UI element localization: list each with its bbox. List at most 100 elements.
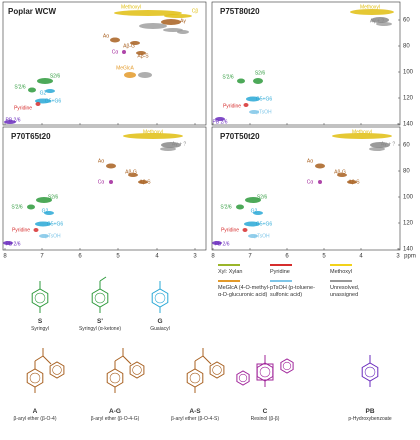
legend-item: pTsOH (p-toluene-sulfonic acid) — [270, 280, 325, 298]
peak-contour — [371, 17, 389, 23]
ring-inner — [52, 365, 62, 375]
peak-contour — [136, 51, 146, 55]
peak-label: Aβ-G — [334, 169, 346, 175]
peak-label: Aα — [307, 158, 313, 164]
peak-label: Pyridine — [12, 227, 30, 233]
ring — [361, 362, 379, 382]
peak-label: Pyridine — [14, 105, 32, 111]
peak-label: pTsOH — [254, 233, 270, 239]
peak-contour — [27, 204, 35, 210]
ring — [280, 358, 294, 374]
peak-contour — [122, 50, 126, 54]
peak-label: Methoxyl — [352, 129, 372, 135]
peak-contour — [124, 72, 136, 78]
peak-label: S'2/6 — [11, 204, 22, 210]
peak-contour — [347, 180, 357, 184]
peak-label: Aγ — [180, 18, 186, 24]
y-tick-label: 100 — [403, 195, 414, 201]
legend-swatch — [330, 280, 352, 282]
legend-label: Methoxyl — [330, 269, 353, 275]
panel-title: Poplar WCW — [8, 7, 56, 16]
structure-name: β-aryl ether (β-O-4-G) — [90, 416, 140, 422]
ring-inner — [94, 292, 106, 304]
peak-label: Cα — [307, 179, 314, 185]
peak-contour — [33, 228, 39, 232]
legend-label: Pyridine — [270, 269, 290, 275]
peak-label: S2/6 — [255, 70, 266, 76]
peak-contour — [35, 102, 41, 106]
structure-name: Resinol (β-β) — [250, 416, 280, 422]
peak-label: PB 2/6 — [5, 241, 20, 247]
peak-label: PB 2/6 — [212, 119, 227, 125]
peak-contour — [245, 197, 261, 203]
bond — [194, 355, 204, 362]
legend-swatch — [330, 264, 352, 266]
peak-contour — [253, 78, 263, 84]
peak-contour — [337, 173, 347, 177]
ring-inner — [34, 292, 46, 304]
ring — [91, 288, 109, 308]
ring — [31, 288, 49, 308]
bond — [34, 355, 44, 362]
unassigned-peak — [369, 147, 385, 151]
bond — [122, 355, 132, 365]
unassigned-peak — [138, 72, 152, 78]
panel-title: P70T50t20 — [220, 132, 260, 141]
ring-inner — [109, 372, 121, 384]
ring — [26, 368, 44, 388]
x-tick-label: 8 — [211, 254, 215, 260]
peak-contour — [44, 211, 54, 215]
ring — [49, 361, 65, 379]
peak-label: Aβ-S — [348, 179, 360, 185]
x-tick-label: 5 — [322, 254, 326, 260]
x-tick-label: 7 — [248, 254, 252, 260]
structure-letter: S — [37, 318, 43, 325]
structure-letter: A-G — [109, 408, 121, 415]
peak-contour — [237, 78, 245, 84]
legend-item: Unresolved, unassigned — [330, 280, 385, 298]
peak-contour — [318, 180, 322, 184]
peak-label: G2 — [40, 90, 47, 96]
x-tick-label: 8 — [3, 254, 7, 260]
peak-label: pTsOH — [45, 233, 61, 239]
peak-contour — [161, 19, 181, 25]
bond — [202, 355, 212, 365]
structure-name: p-Hydroxybenzoate — [348, 416, 392, 422]
peak-contour — [215, 117, 225, 121]
peak-contour — [244, 221, 260, 227]
structure-caption: S' Syringyl (α-ketone) — [65, 318, 135, 332]
peak-label: Methoxyl — [143, 129, 163, 135]
structure-caption: C Resinol (β-β) — [230, 408, 300, 422]
structure-name: Guaiacyl — [150, 326, 170, 332]
y-tick-label: 80 — [403, 169, 410, 175]
structure-caption: A-S β-aryl ether (β-O-4-S) — [160, 408, 230, 422]
peak-contour — [370, 142, 390, 148]
x-tick-label: 5 — [116, 254, 120, 260]
peak-label: Cα — [98, 179, 105, 185]
peak-label: Aβ-G — [125, 169, 137, 175]
ring-inner — [212, 365, 222, 375]
x-tick-label: 4 — [359, 254, 363, 260]
peak-contour — [246, 96, 260, 102]
unassigned-peak — [177, 30, 189, 34]
structure-letter: PB — [365, 408, 375, 415]
peak-contour — [28, 87, 36, 93]
legend-swatch — [218, 280, 240, 282]
peak-label: G2 — [42, 208, 49, 214]
x-tick-label: 7 — [40, 254, 44, 260]
legend-label: Xyl: Xylan — [218, 269, 243, 275]
peak-contour — [248, 234, 258, 238]
peak-label: S'2/6 — [220, 204, 231, 210]
peak-contour — [243, 103, 249, 107]
structure-caption: PB p-Hydroxybenzoate — [335, 408, 405, 422]
peak-label: PB 2/6 — [5, 117, 20, 123]
panel-title: P75T80t20 — [220, 7, 260, 16]
structure-letter: A — [32, 408, 38, 415]
nmr-panel: Methoxyl Cβ Aγ Aα Aβ-GAβ-S Cα MeGlcA S2/6 S'2/6 G… — [2, 1, 207, 126]
peak-label: PB 2/6 — [214, 241, 229, 247]
nmr-panel: Methoxyl Aγ + ? S'2/6 S2/6 G5+G6 Pyridine pTsO… — [211, 1, 401, 125]
ring — [186, 368, 204, 388]
peak-label: pTsOH — [256, 109, 272, 115]
